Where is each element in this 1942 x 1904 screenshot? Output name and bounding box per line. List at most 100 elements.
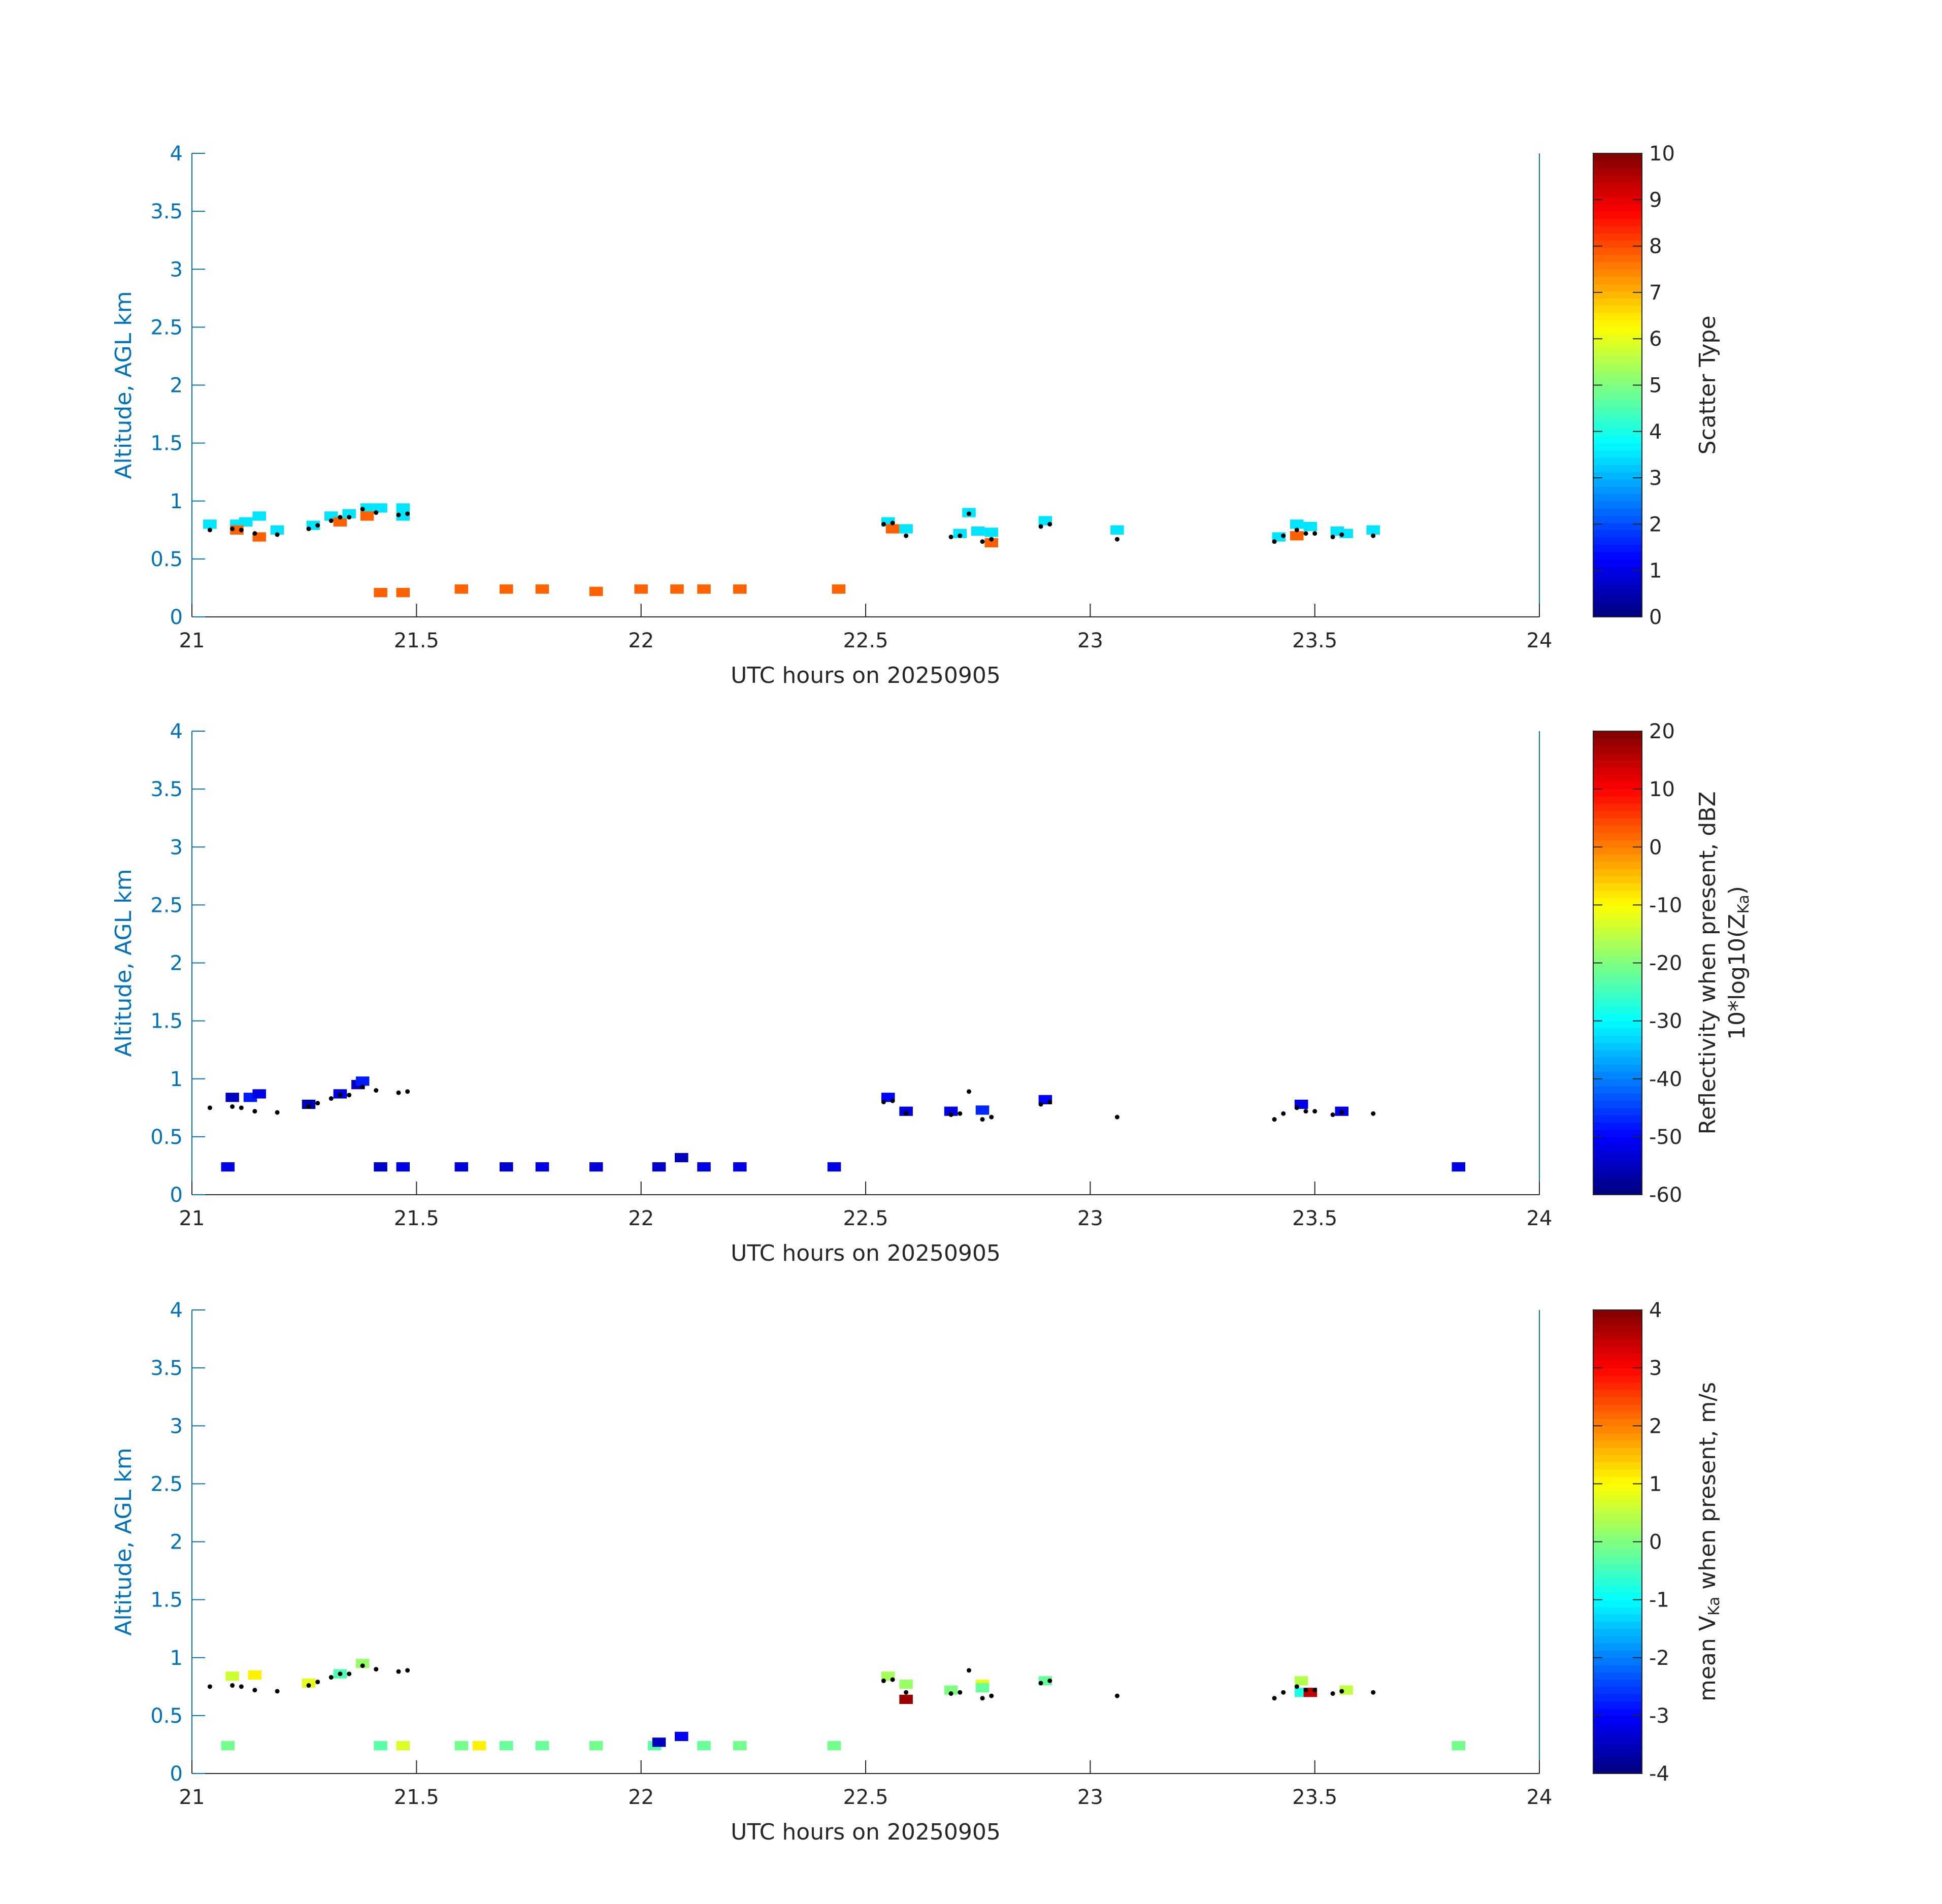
point-marker bbox=[881, 521, 886, 527]
heatmap-cell bbox=[1303, 521, 1318, 532]
heatmap-cell bbox=[652, 1162, 666, 1172]
colorbar-swatch bbox=[1593, 1469, 1642, 1477]
heatmap-cell bbox=[248, 1670, 262, 1680]
colorbar-label: Reflectivity when present, dBZ bbox=[1695, 792, 1721, 1135]
colorbar-tick-label: -30 bbox=[1649, 1010, 1682, 1033]
point-marker bbox=[396, 512, 401, 517]
y-tick-label: 4 bbox=[170, 1299, 183, 1322]
colorbar-swatch bbox=[1593, 1310, 1642, 1318]
heatmap-cell bbox=[634, 584, 648, 594]
colorbar-swatch bbox=[1593, 898, 1642, 905]
colorbar-tick-label: 20 bbox=[1649, 720, 1675, 743]
heatmap-cell bbox=[652, 1737, 666, 1747]
x-tick-label: 22 bbox=[628, 629, 654, 652]
colorbar-swatch bbox=[1593, 992, 1642, 1000]
colorbar-swatch bbox=[1593, 1592, 1642, 1600]
point-marker bbox=[1294, 528, 1299, 533]
colorbar-swatch bbox=[1593, 494, 1642, 502]
point-marker bbox=[275, 532, 280, 537]
colorbar-swatch bbox=[1593, 890, 1642, 898]
heatmap-cell bbox=[203, 519, 217, 529]
colorbar-swatch bbox=[1593, 1448, 1642, 1455]
heatmap-cell bbox=[733, 584, 747, 594]
colorbar-tick-label: -60 bbox=[1649, 1184, 1682, 1207]
heatmap-cell bbox=[454, 1162, 469, 1172]
colorbar-swatch bbox=[1593, 168, 1642, 176]
colorbar-swatch bbox=[1593, 1057, 1642, 1065]
colorbar-swatch bbox=[1593, 1064, 1642, 1072]
point-marker bbox=[1114, 1114, 1120, 1120]
heatmap-cell bbox=[1452, 1741, 1466, 1751]
heatmap-cell bbox=[360, 511, 374, 521]
colorbar-swatch bbox=[1593, 1578, 1642, 1586]
colorbar-swatch bbox=[1593, 1498, 1642, 1506]
point-marker bbox=[989, 1693, 994, 1698]
colorbar-swatch bbox=[1593, 1694, 1642, 1701]
point-marker bbox=[328, 518, 334, 523]
colorbar-swatch bbox=[1593, 1324, 1642, 1332]
colorbar-swatch bbox=[1593, 1476, 1642, 1484]
y-tick-label: 1 bbox=[170, 490, 183, 513]
y-axis-label: Altitude, AGL km bbox=[111, 869, 137, 1057]
colorbar-tick-label: 9 bbox=[1649, 188, 1662, 212]
colorbar: 0 1 2 3 4 5 6 7 8 9 10 Scatter Type bbox=[1593, 142, 1721, 629]
y-tick-label: 2.5 bbox=[150, 894, 183, 917]
point-marker bbox=[374, 510, 379, 515]
x-tick-label: 22.5 bbox=[843, 629, 888, 652]
point-marker bbox=[1303, 531, 1308, 536]
colorbar-tick-label: 1 bbox=[1649, 1472, 1662, 1496]
colorbar-swatch bbox=[1593, 1621, 1642, 1629]
heatmap-cell bbox=[589, 586, 603, 596]
point-marker bbox=[904, 533, 909, 538]
heatmap-cell bbox=[374, 587, 387, 598]
heatmap-cell bbox=[832, 584, 846, 594]
colorbar: -60 -50 -40 -30 -20 -10 0 10 20 Reflectivity when… bbox=[1593, 720, 1753, 1207]
colorbar-swatch bbox=[1593, 261, 1642, 270]
heatmap-cell bbox=[971, 526, 985, 536]
point-marker bbox=[1371, 533, 1376, 538]
x-tick-label: 22.5 bbox=[843, 1786, 888, 1809]
colorbar-swatch bbox=[1593, 378, 1642, 386]
point-marker bbox=[1038, 1102, 1043, 1107]
heatmap-cell bbox=[733, 1162, 747, 1172]
colorbar-tick-label: 0 bbox=[1649, 606, 1662, 629]
colorbar-swatch bbox=[1593, 551, 1642, 560]
heatmap-cell bbox=[252, 1089, 266, 1099]
point-marker bbox=[1371, 1690, 1376, 1695]
heatmap-cell bbox=[225, 1671, 239, 1681]
colorbar-swatch bbox=[1593, 1730, 1642, 1738]
x-tick-label: 21 bbox=[179, 1207, 205, 1230]
colorbar-swatch bbox=[1593, 1375, 1642, 1383]
y-tick-label: 1 bbox=[170, 1068, 183, 1091]
x-tick-label: 21 bbox=[179, 629, 205, 652]
point-marker bbox=[958, 1690, 963, 1695]
heatmap-cell bbox=[535, 1162, 549, 1172]
colorbar-swatch bbox=[1593, 1397, 1642, 1405]
colorbar-swatch bbox=[1593, 1042, 1642, 1051]
point-marker bbox=[306, 527, 311, 532]
colorbar-swatch bbox=[1593, 392, 1642, 400]
colorbar-swatch bbox=[1593, 472, 1642, 480]
y-tick-label: 1.5 bbox=[150, 1010, 183, 1033]
colorbar-swatch bbox=[1593, 854, 1642, 862]
colorbar-swatch bbox=[1593, 429, 1642, 436]
colorbar-tick-label: 5 bbox=[1649, 374, 1662, 398]
colorbar-swatch bbox=[1593, 1679, 1642, 1687]
colorbar-label: Scatter Type bbox=[1695, 316, 1721, 455]
x-axis-label: UTC hours on 20250905 bbox=[731, 1240, 1001, 1266]
colorbar-swatch bbox=[1593, 1382, 1642, 1390]
colorbar-swatch bbox=[1593, 1759, 1642, 1767]
colorbar-swatch bbox=[1593, 189, 1642, 198]
heatmap-cell bbox=[499, 1162, 513, 1172]
colorbar-swatch bbox=[1593, 1158, 1642, 1166]
heatmap-cell bbox=[944, 1106, 958, 1116]
point-marker bbox=[890, 1098, 895, 1103]
colorbar-swatch bbox=[1593, 609, 1642, 617]
point-markers bbox=[207, 1663, 1376, 1701]
colorbar-tick-label: 7 bbox=[1649, 281, 1662, 305]
point-marker bbox=[1371, 1111, 1376, 1116]
x-tick-label: 23.5 bbox=[1292, 1207, 1337, 1230]
